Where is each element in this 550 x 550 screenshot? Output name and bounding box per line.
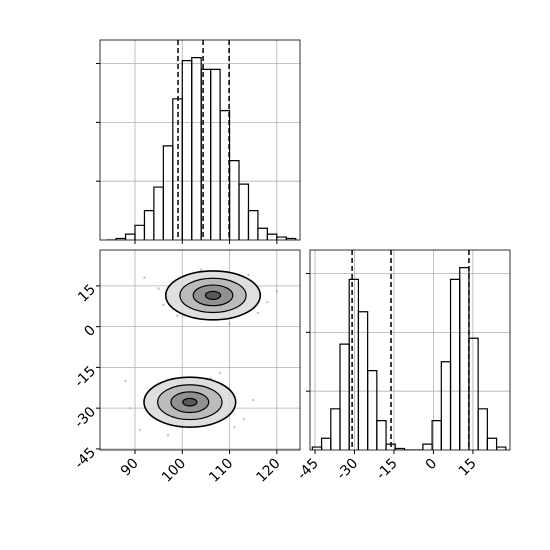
sample-point: [157, 287, 160, 290]
histogram-step: [367, 369, 378, 450]
histogram-step: [376, 419, 387, 450]
sample-point: [275, 290, 279, 293]
histogram-step: [339, 343, 350, 450]
histogram-step: [276, 236, 287, 240]
y-tick-label: -30: [72, 404, 99, 431]
y-tick-label: 0: [81, 322, 99, 340]
panel: [96, 39, 301, 244]
histogram-step: [440, 361, 452, 450]
histogram-step: [394, 447, 406, 450]
histogram-step: [162, 145, 174, 240]
sample-point: [266, 300, 269, 304]
x-tick-label: 15: [456, 456, 480, 480]
sample-point: [199, 268, 203, 271]
histogram-step: [124, 233, 136, 240]
x-tick-label: 110: [206, 456, 236, 486]
x-tick-label: 120: [253, 456, 283, 486]
histogram-step: [348, 278, 360, 450]
x-tick-label: 100: [159, 456, 189, 486]
sample-point: [256, 311, 260, 315]
sample-point: [166, 434, 170, 437]
plot-area: [311, 250, 507, 450]
sample-point: [124, 379, 127, 383]
x-tick-label: 90: [118, 456, 142, 480]
histogram-step: [468, 337, 479, 450]
x-tick-label: -15: [373, 456, 400, 483]
y-tick-label: -45: [72, 445, 99, 472]
x-tick-label: 0: [423, 456, 441, 474]
histogram-step: [320, 437, 332, 450]
histogram-step: [486, 437, 498, 450]
histogram-step: [449, 278, 461, 450]
sample-point: [138, 428, 141, 432]
sample-point: [143, 276, 146, 279]
x-tick-label: -30: [334, 456, 361, 483]
histogram-step: [181, 59, 193, 240]
histogram-step: [257, 227, 268, 240]
histogram-step: [285, 237, 297, 240]
histogram-step: [219, 109, 231, 240]
plot-area: [106, 40, 297, 240]
contour-level: [182, 397, 198, 407]
histogram-step: [311, 446, 323, 450]
histogram-step: [153, 186, 164, 240]
panel-frame: [99, 249, 301, 451]
sample-point: [251, 398, 255, 402]
sample-point: [228, 322, 231, 326]
histogram-step: [477, 408, 488, 450]
histogram-step: [422, 443, 433, 450]
panel-frame: [99, 39, 301, 241]
histogram-step: [266, 233, 278, 240]
sample-point: [247, 273, 250, 277]
panel-frame: [309, 249, 511, 451]
histogram-step: [247, 209, 259, 240]
sample-point: [129, 406, 132, 410]
y-tick-label: 15: [75, 282, 99, 306]
histogram-step: [210, 68, 221, 240]
histogram-step: [191, 57, 202, 240]
histogram-step: [495, 446, 507, 450]
sample-point: [162, 303, 165, 307]
histogram-step: [134, 224, 146, 240]
x-tick-label: -45: [294, 456, 321, 483]
histogram-step: [459, 267, 470, 450]
panel: -45 -30 -15 0 15: [294, 249, 511, 483]
sample-point: [242, 417, 245, 421]
sample-point: [233, 425, 236, 429]
histogram-step: [228, 159, 240, 240]
sample-point: [176, 314, 179, 317]
sample-point: [218, 371, 222, 375]
histogram-step: [330, 408, 341, 450]
panel: 90 100 110 120 15 0 -15 -30 -45: [72, 249, 301, 486]
y-tick-label: -15: [72, 363, 99, 390]
contour-level: [204, 290, 222, 301]
plot-area: [124, 268, 279, 437]
histogram-step: [143, 209, 155, 240]
histogram-step: [238, 183, 250, 240]
